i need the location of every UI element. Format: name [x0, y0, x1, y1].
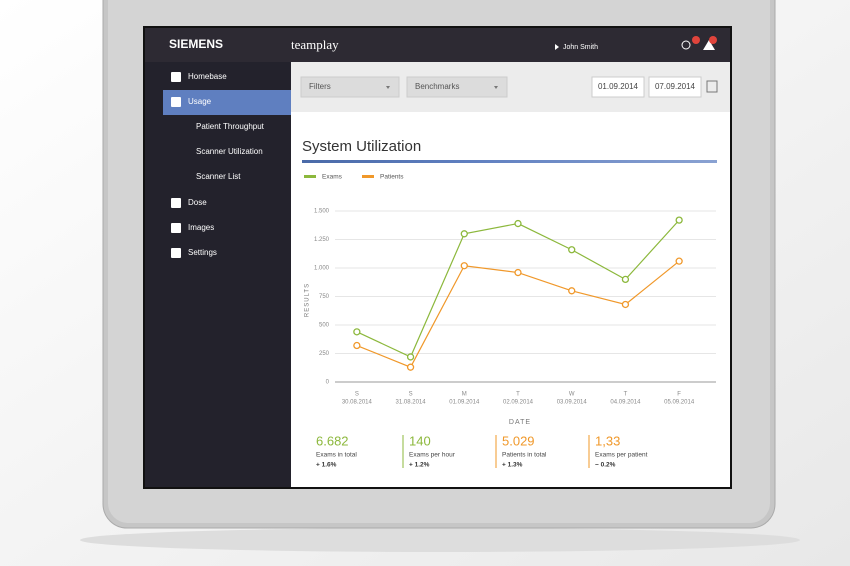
y-axis-title: RESULTS	[305, 283, 311, 317]
nav-item[interactable]: Patient Throughput	[196, 122, 265, 131]
y-tick-label: 500	[319, 323, 330, 329]
data-point[interactable]	[406, 363, 415, 371]
user-caret	[555, 44, 559, 50]
date-to[interactable]	[648, 76, 702, 98]
x-tick-label: 04.09.2014	[610, 400, 641, 406]
x-tick-label: 30.08.2014	[342, 400, 373, 406]
nav-icon	[171, 198, 181, 208]
nav-item[interactable]: Dose	[188, 198, 207, 207]
stat-change: + 1.2%	[409, 462, 430, 469]
stat-label: Exams per patient	[595, 452, 648, 459]
data-point[interactable]	[621, 275, 630, 284]
stat-change: − 0.2%	[595, 462, 616, 469]
app-name: teamplay	[291, 37, 339, 52]
stat-change: + 1.3%	[502, 462, 523, 469]
data-point[interactable]	[675, 216, 683, 224]
content	[291, 62, 730, 487]
data-point[interactable]	[514, 219, 522, 228]
legend-label: Patients	[380, 174, 404, 181]
badge	[692, 36, 700, 44]
x-tick-label: 02.09.2014	[503, 400, 534, 406]
y-tick-label: 1.000	[314, 266, 330, 272]
alert-icon[interactable]	[703, 40, 715, 50]
nav-icon	[171, 248, 181, 258]
legend-swatch	[362, 175, 374, 178]
date-from[interactable]	[591, 76, 645, 98]
caret	[494, 86, 498, 89]
nav-item[interactable]: Homebase	[188, 72, 227, 81]
stat-value: 1,33	[595, 433, 620, 448]
stat-label: Exams per hour	[409, 452, 456, 459]
date-to-text: 07.09.2014	[655, 82, 696, 91]
data-point[interactable]	[675, 257, 683, 265]
share-icon[interactable]	[681, 40, 691, 50]
nav-item[interactable]: Scanner List	[196, 172, 241, 181]
brand: SIEMENS	[169, 37, 223, 51]
x-tick-weekday: M	[462, 392, 467, 398]
y-tick-label: 750	[319, 294, 330, 300]
data-point[interactable]	[568, 246, 576, 254]
nav-item[interactable]: Images	[188, 223, 214, 232]
x-tick-weekday: T	[624, 392, 628, 398]
nav-item[interactable]: Scanner Utilization	[196, 147, 263, 156]
data-point[interactable]	[353, 341, 361, 350]
active-item[interactable]	[163, 90, 291, 115]
stat-label: Exams in total	[316, 452, 357, 459]
shadow	[80, 528, 800, 552]
nav-icon	[171, 72, 181, 82]
data-point[interactable]	[514, 268, 522, 277]
y-tick-label: 1.500	[314, 209, 330, 215]
x-tick-label: 03.09.2014	[557, 400, 588, 406]
title-underline	[302, 160, 717, 163]
x-tick-weekday: T	[516, 392, 520, 398]
stat-value: 6.682	[316, 433, 349, 448]
date-from-text: 01.09.2014	[598, 82, 639, 91]
stat-change: + 1.6%	[316, 462, 337, 469]
y-tick-label: 0	[326, 380, 330, 386]
x-tick-label: 05.09.2014	[664, 400, 695, 406]
data-point[interactable]	[406, 353, 415, 361]
chart-title: System Utilization	[302, 138, 421, 155]
caret	[386, 86, 390, 89]
user-name[interactable]: John Smith	[563, 44, 598, 51]
stat-value: 5.029	[502, 433, 535, 448]
x-tick-label: 01.09.2014	[449, 400, 480, 406]
filters-label: Filters	[309, 82, 331, 91]
legend-swatch	[304, 175, 316, 178]
data-point[interactable]	[460, 262, 468, 270]
benchmarks-dropdown[interactable]	[406, 76, 508, 98]
benchmarks-label: Benchmarks	[415, 82, 459, 91]
y-tick-label: 1.250	[314, 237, 330, 243]
nav-item[interactable]: Settings	[188, 248, 217, 257]
nav-item[interactable]: Usage	[188, 97, 212, 106]
data-point[interactable]	[568, 287, 576, 295]
x-tick-label: 31.08.2014	[396, 400, 427, 406]
calendar-icon[interactable]	[706, 80, 718, 93]
badge	[709, 36, 717, 44]
x-tick-weekday: F	[677, 392, 681, 398]
stat-label: Patients in total	[502, 452, 547, 459]
x-tick-weekday: S	[409, 392, 413, 398]
x-tick-weekday: W	[569, 392, 575, 398]
header-bar	[145, 28, 730, 62]
data-point[interactable]	[353, 328, 361, 336]
filters-dropdown[interactable]	[300, 76, 400, 98]
stat-value: 140	[409, 433, 431, 448]
legend-label: Exams	[322, 174, 343, 181]
nav-icon	[171, 97, 181, 107]
x-axis-title: DATE	[509, 419, 531, 426]
sidebar	[145, 62, 291, 487]
y-tick-label: 250	[319, 351, 330, 357]
data-point[interactable]	[621, 300, 630, 309]
nav-icon	[171, 223, 181, 233]
data-point[interactable]	[460, 230, 468, 238]
x-tick-weekday: S	[355, 392, 359, 398]
